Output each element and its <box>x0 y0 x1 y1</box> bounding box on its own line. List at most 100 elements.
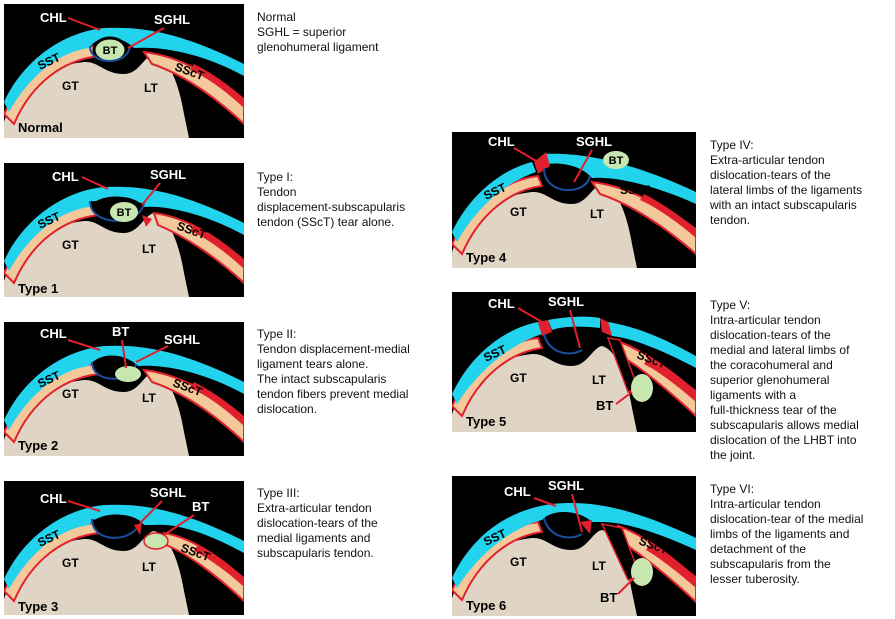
panel-normal: BT CHL SGHL SST GT LT SScT Normal <box>4 4 244 138</box>
lt-label: LT <box>590 207 604 221</box>
bt-label: BT <box>117 207 132 219</box>
sghl-label: SGHL <box>576 134 612 149</box>
sghl-arrow <box>569 309 581 349</box>
chl-label: CHL <box>40 491 67 506</box>
panel-badge: Type 6 <box>466 598 506 613</box>
chl-arrow <box>517 307 543 323</box>
chl-arrow <box>81 176 109 190</box>
panel-type2: CHL BT SGHL SST GT LT SScT Type 2 <box>4 322 244 456</box>
sghl-arrow <box>135 345 169 363</box>
sghl-sling <box>89 45 131 62</box>
subscapularis-red-band <box>646 544 696 588</box>
panel-badge: Type 5 <box>466 414 506 429</box>
bt-label: BT <box>112 324 129 339</box>
subscapularis-red-band <box>190 64 244 108</box>
panel-badge: Type 1 <box>18 281 58 296</box>
bt-arrow <box>617 577 635 595</box>
gt-label: GT <box>62 387 79 401</box>
chl-label: CHL <box>40 326 67 341</box>
capsule <box>452 322 542 404</box>
subscapularis-tendon <box>616 524 696 604</box>
sghl-arrow <box>127 27 165 49</box>
chl-label: CHL <box>488 296 515 311</box>
subscapularis-tendon <box>152 211 244 285</box>
description-type2: Type II: Tendon displacement-medial liga… <box>257 327 410 416</box>
medial-tear <box>580 520 592 534</box>
sghl-label: SGHL <box>154 12 190 27</box>
panel-type6: CHL SGHL BT SST GT LT SScT Type 6 <box>452 476 696 616</box>
panel-type4: BT CHL SGHL SST GT LT SScT Type 4 <box>452 132 696 268</box>
sghl-label: SGHL <box>548 294 584 309</box>
subscapularis-red-band <box>190 225 244 269</box>
gt-label: GT <box>510 555 527 569</box>
capsule <box>452 503 696 588</box>
subscapularis-tendon <box>141 50 244 126</box>
lateral-tear <box>600 318 612 336</box>
panel-type1: BT CHL SGHL SST GT LT SScT Type 1 <box>4 163 244 297</box>
capsule-lateral <box>608 322 696 368</box>
bt-arrow <box>163 514 195 536</box>
sghl-label: SGHL <box>150 167 186 182</box>
bt-arrow <box>615 391 633 405</box>
sghl-sling-torn <box>543 333 583 355</box>
gt-label: GT <box>62 556 79 570</box>
gt-label: GT <box>62 238 79 252</box>
gt-label: GT <box>510 205 527 219</box>
chl-label: CHL <box>504 484 531 499</box>
biceps-tendon <box>631 558 653 586</box>
sghl-sling <box>543 167 591 191</box>
sghl-arrow <box>571 493 583 533</box>
sghl-label: SGHL <box>150 485 186 500</box>
chl-arrow <box>67 500 101 512</box>
subscapularis-tendon <box>589 180 696 256</box>
ligament-tear <box>134 523 142 535</box>
panel-badge: Normal <box>18 120 63 135</box>
capsule <box>4 186 244 271</box>
panel-badge: Type 4 <box>466 250 507 265</box>
description-type6: Type VI: Intra-articular tendon dislocat… <box>710 482 864 586</box>
sghl-label: SGHL <box>548 478 584 493</box>
subscapularis-tendon <box>162 531 244 603</box>
ssct-tear <box>142 215 152 227</box>
description-type1: Type I: Tendon displacement-subscapulari… <box>257 170 406 229</box>
subscapularis-red-band <box>194 545 244 587</box>
chl-arrow <box>513 147 539 163</box>
capsule <box>452 162 536 242</box>
description-normal: Normal SGHL = superior glenohumeral liga… <box>257 10 379 54</box>
biceps-tendon <box>143 532 169 550</box>
bt-label: BT <box>596 398 613 413</box>
sghl-arrow <box>139 500 163 524</box>
chl-label: CHL <box>52 169 79 184</box>
panel-type5: CHL SGHL BT SST GT LT SScT Type 5 <box>452 292 696 432</box>
panel-badge: Type 3 <box>18 599 58 614</box>
bt-arrow <box>121 339 127 369</box>
bt-label: BT <box>600 590 617 605</box>
bt-label: BT <box>192 499 209 514</box>
chl-arrow <box>67 339 101 351</box>
biceps-tendon <box>631 374 653 402</box>
sghl-sling-torn <box>91 518 137 539</box>
lt-label: LT <box>142 242 156 256</box>
medial-tear <box>538 320 552 336</box>
capsule <box>4 504 244 589</box>
biceps-tendon <box>603 151 629 169</box>
biceps-tendon <box>110 202 138 222</box>
description-type3: Type III: Extra-articular tendon disloca… <box>257 486 378 560</box>
subscapularis-tendon <box>141 368 244 444</box>
subscapularis-tendon <box>612 338 696 418</box>
bt-label: BT <box>609 155 624 167</box>
subscapularis-red-band <box>190 382 244 426</box>
sghl-arrow <box>573 149 593 183</box>
sghl-sling-torn <box>543 517 583 539</box>
bt-label: BT <box>103 45 118 57</box>
biceps-tendon <box>92 36 128 64</box>
lt-label: LT <box>142 391 156 405</box>
gt-label: GT <box>510 371 527 385</box>
chl-label: CHL <box>488 134 515 149</box>
lt-label: LT <box>144 81 158 95</box>
biceps-tendon <box>115 366 141 382</box>
description-type5: Type V: Intra-articular tendon dislocati… <box>710 298 859 462</box>
sghl-arrow <box>141 182 161 206</box>
gt-label: GT <box>62 79 79 93</box>
capsule <box>4 27 244 112</box>
